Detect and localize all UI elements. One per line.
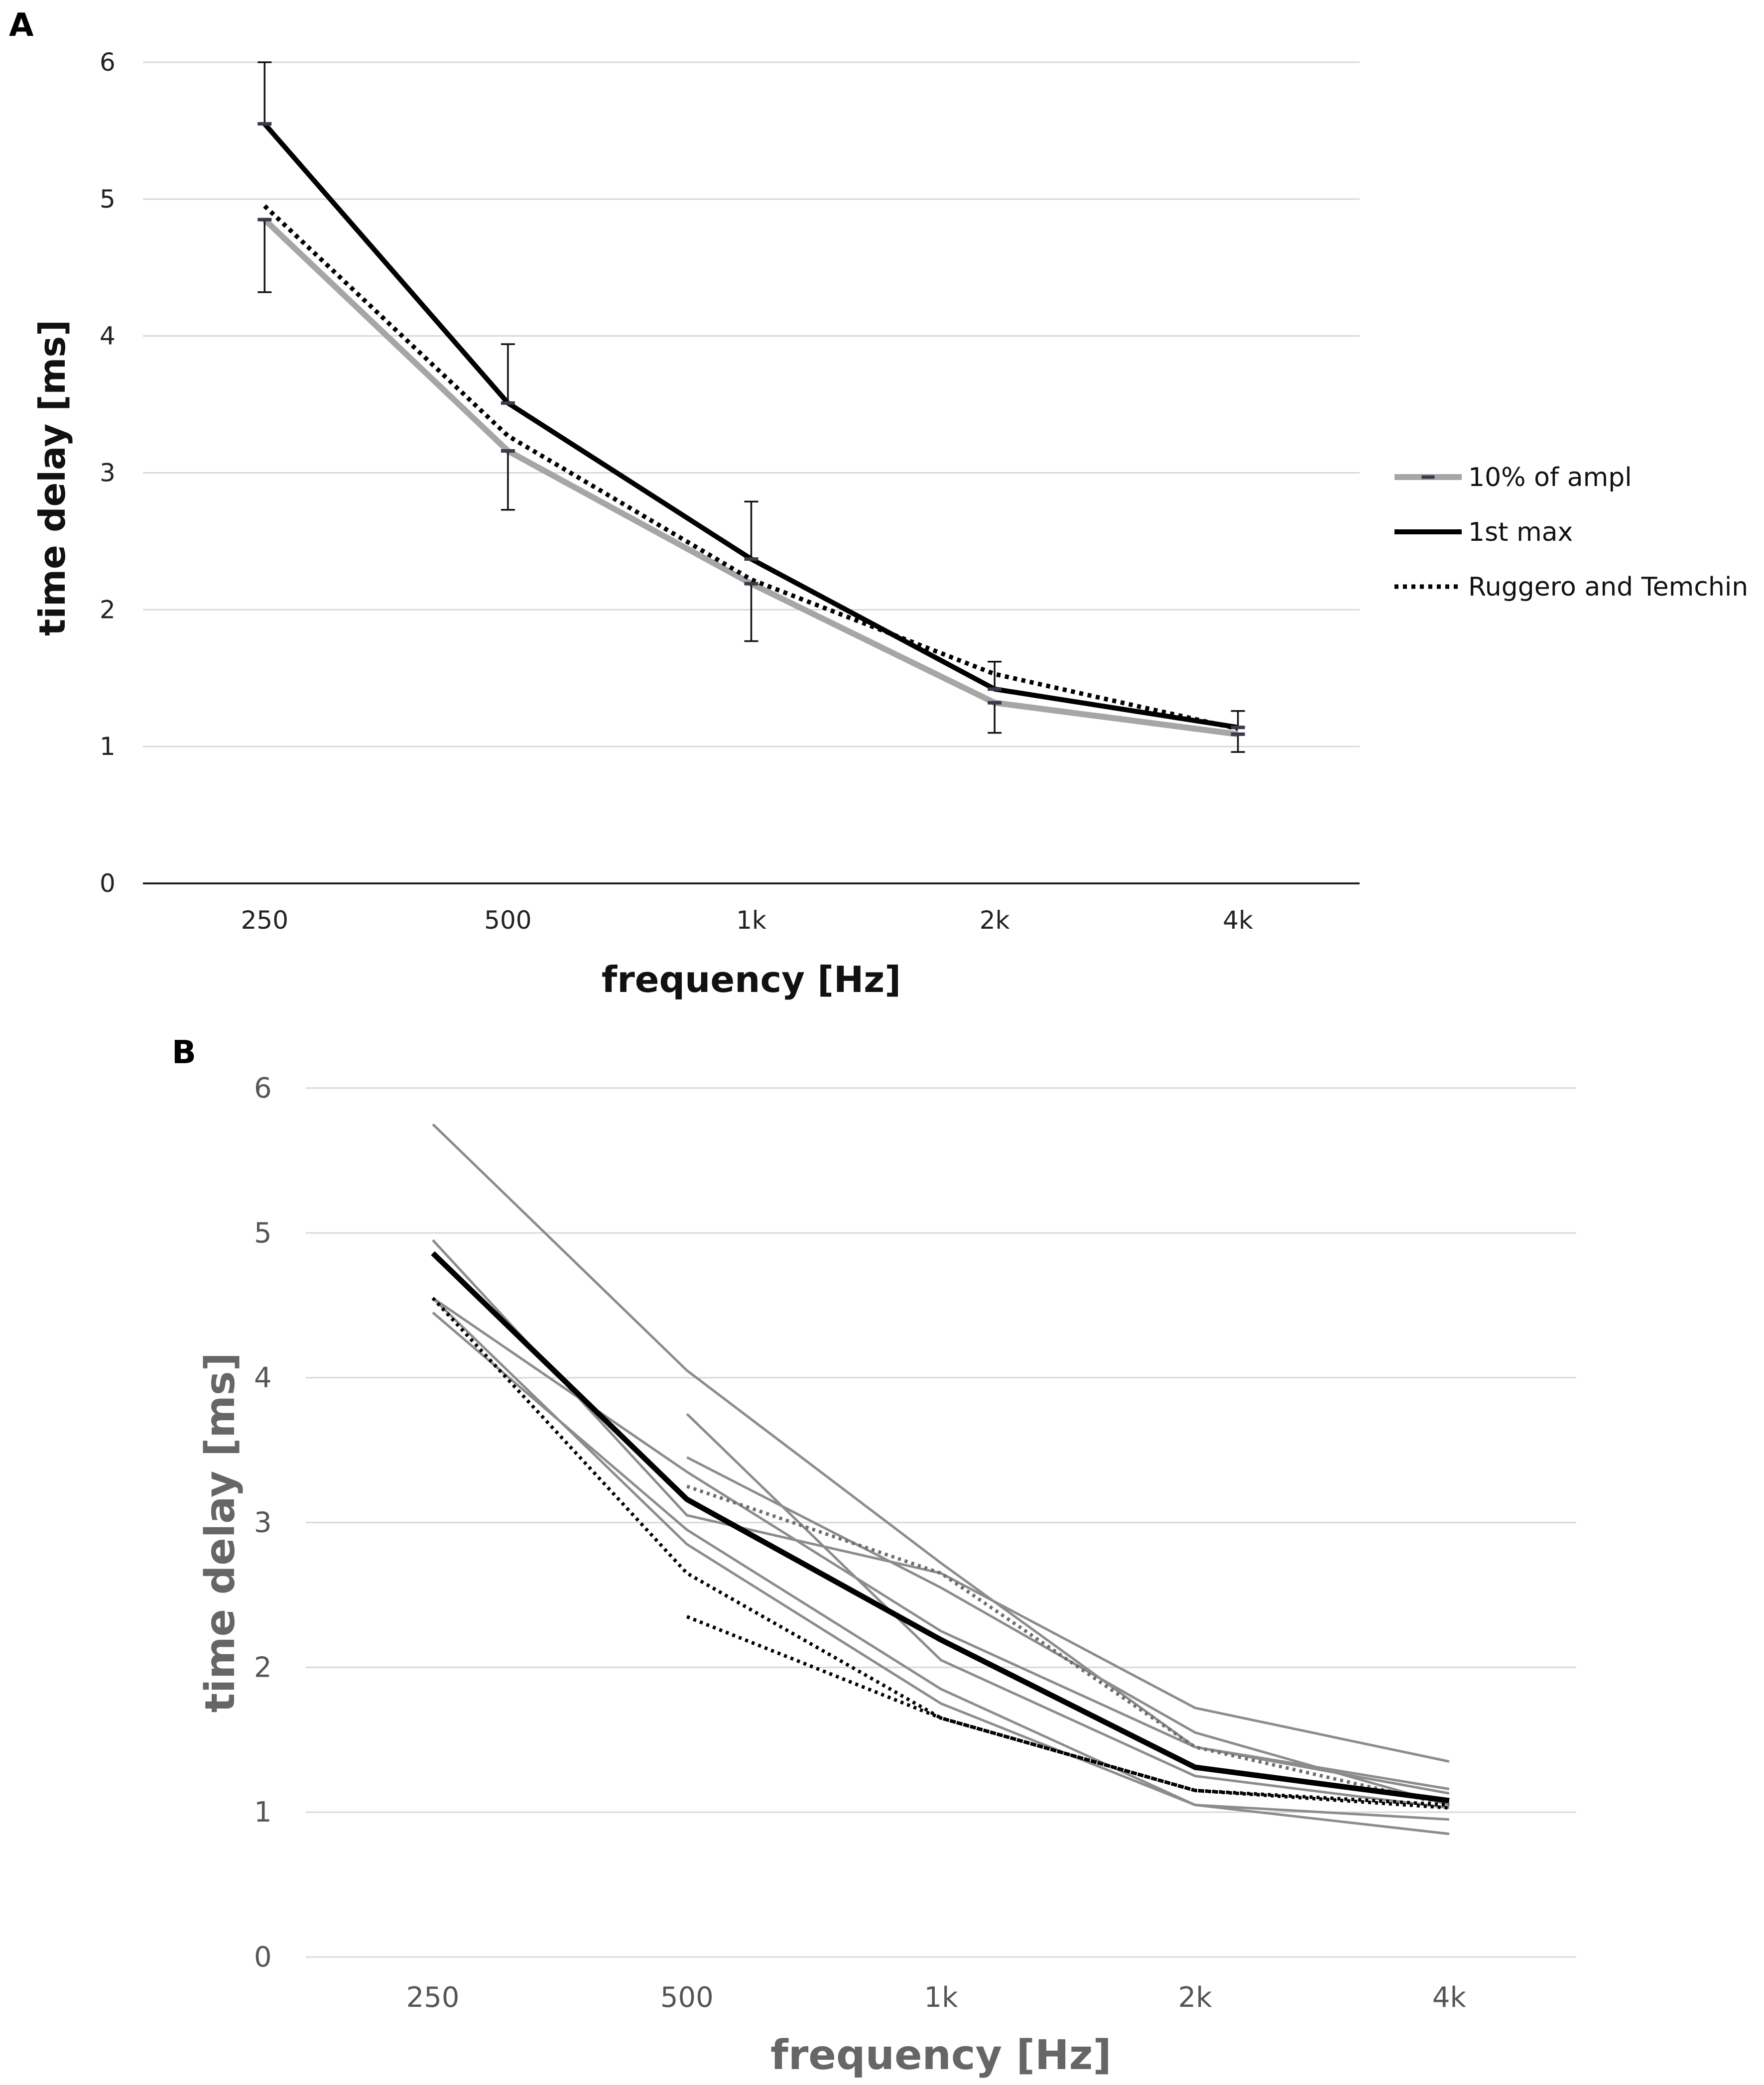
y-tick-label-a: 0 bbox=[100, 869, 116, 898]
chart-b: 0 1 2 3 4 5 6 250 500 1k 2k 4k frequency [Hz] time de… bbox=[197, 1072, 1576, 2079]
x-tick-label-a: 2k bbox=[980, 906, 1010, 935]
series-line-10-of-ampl bbox=[262, 217, 1239, 737]
y-axis-title-b: time delay [ms] bbox=[197, 1352, 244, 1713]
y-tick-label-a: 4 bbox=[100, 322, 116, 351]
x-tick-label-a: 250 bbox=[241, 906, 288, 935]
x-axis-title-a: frequency [Hz] bbox=[602, 959, 901, 1000]
series-line-subject-5 bbox=[432, 1297, 1450, 1821]
x-tick-label-a: 500 bbox=[484, 906, 531, 935]
y-tick-label-b: 5 bbox=[254, 1217, 272, 1249]
y-tick-label-b: 1 bbox=[254, 1796, 272, 1829]
panel-label-a: A bbox=[9, 7, 34, 44]
legend-label: 10% of ampl bbox=[1468, 463, 1632, 492]
series-line-subject-1 bbox=[432, 1123, 1450, 1795]
legend-label: 1st max bbox=[1468, 517, 1573, 547]
series-line-subject-4 bbox=[432, 1311, 1450, 1836]
x-tick-label-b: 500 bbox=[660, 1981, 714, 2014]
series-line-ruggero-and-temchin bbox=[263, 204, 1239, 731]
y-tick-label-a: 2 bbox=[100, 595, 116, 624]
y-tick-label-b: 3 bbox=[254, 1507, 272, 1539]
legend-a: 10% of ampl 1st max Ruggero and Temchin bbox=[1394, 463, 1748, 602]
x-axis-title-b: frequency [Hz] bbox=[770, 2032, 1112, 2079]
x-tick-label-b: 4k bbox=[1432, 1981, 1467, 2014]
series-line-subject-2 bbox=[432, 1239, 1450, 1763]
y-tick-label-a: 6 bbox=[100, 48, 116, 77]
legend-label: Ruggero and Temchin bbox=[1468, 572, 1748, 602]
x-tick-label-a: 1k bbox=[736, 906, 766, 935]
series-line-subject-6 bbox=[686, 1413, 1450, 1809]
series-line-mean bbox=[431, 1251, 1450, 1804]
y-tick-label-b: 6 bbox=[254, 1072, 272, 1104]
x-tick-label-b: 250 bbox=[406, 1981, 460, 2014]
y-tick-label-b: 2 bbox=[254, 1651, 272, 1684]
chart-a: 0 1 2 3 4 5 6 250 500 1k 2k 4k frequency [Hz] time de… bbox=[31, 48, 1748, 1000]
series-line-subject-3 bbox=[432, 1297, 1450, 1791]
x-tick-label-a: 4k bbox=[1223, 906, 1253, 935]
series-line-subject-8 bbox=[686, 1484, 1450, 1807]
y-axis-title-a: time delay [ms] bbox=[31, 320, 73, 636]
x-tick-label-b: 2k bbox=[1178, 1981, 1213, 2014]
y-tick-label-a: 3 bbox=[100, 459, 116, 488]
x-tick-label-b: 1k bbox=[924, 1981, 958, 2014]
series-line-subject-7 bbox=[686, 1456, 1450, 1807]
y-tick-label-a: 5 bbox=[100, 185, 116, 214]
y-tick-label-a: 1 bbox=[100, 732, 116, 761]
y-tick-label-b: 4 bbox=[254, 1362, 272, 1394]
panel-label-b: B bbox=[172, 1034, 196, 1071]
y-tick-label-b: 0 bbox=[254, 1941, 272, 1973]
series-line-subject-10 bbox=[686, 1615, 1450, 1810]
